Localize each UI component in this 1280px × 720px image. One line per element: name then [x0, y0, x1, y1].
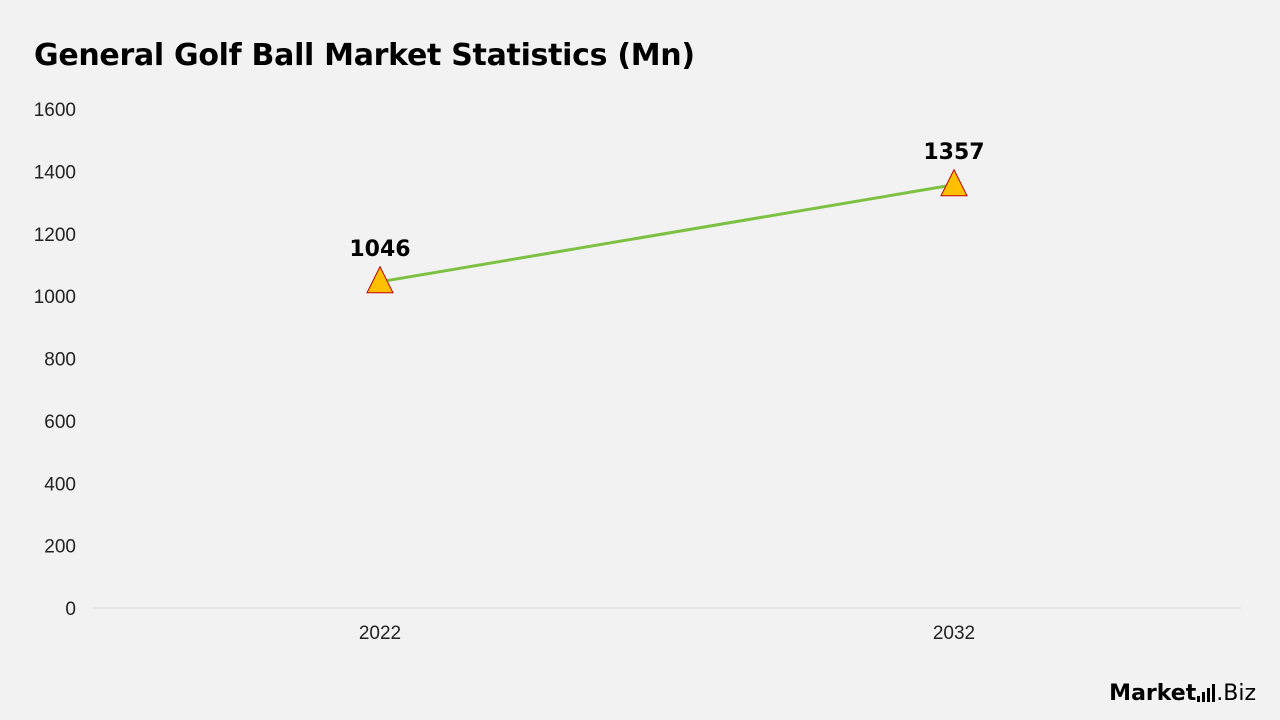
data-point-marker — [366, 265, 394, 294]
x-tick-label: 2022 — [359, 623, 401, 644]
y-tick-label: 1600 — [34, 100, 76, 121]
data-labels: 1046 1357 — [349, 140, 984, 262]
brand-bars-icon — [1197, 684, 1216, 702]
y-tick-label: 1400 — [34, 162, 76, 183]
data-value-label: 1357 — [923, 140, 984, 165]
brand-name: Market — [1109, 681, 1197, 706]
y-axis-ticks: 0 200 400 600 800 1000 1200 1400 1600 — [34, 100, 76, 620]
y-tick-label: 600 — [44, 412, 76, 433]
y-tick-label: 1000 — [34, 287, 76, 308]
x-tick-label: 2032 — [933, 623, 975, 644]
y-tick-label: 800 — [44, 350, 76, 371]
y-tick-label: 1200 — [34, 225, 76, 246]
y-tick-label: 400 — [44, 474, 76, 495]
brand-logo: Market .Biz — [1109, 681, 1256, 706]
y-tick-label: 0 — [65, 599, 76, 620]
series-line — [379, 183, 955, 284]
x-axis-ticks: 2022 2032 — [359, 623, 975, 644]
data-point-marker — [940, 168, 968, 197]
y-tick-label: 200 — [44, 537, 76, 558]
data-value-label: 1046 — [349, 237, 410, 262]
chart-title: General Golf Ball Market Statistics (Mn) — [34, 38, 695, 73]
brand-suffix: .Biz — [1216, 681, 1256, 706]
series-group — [366, 168, 968, 294]
